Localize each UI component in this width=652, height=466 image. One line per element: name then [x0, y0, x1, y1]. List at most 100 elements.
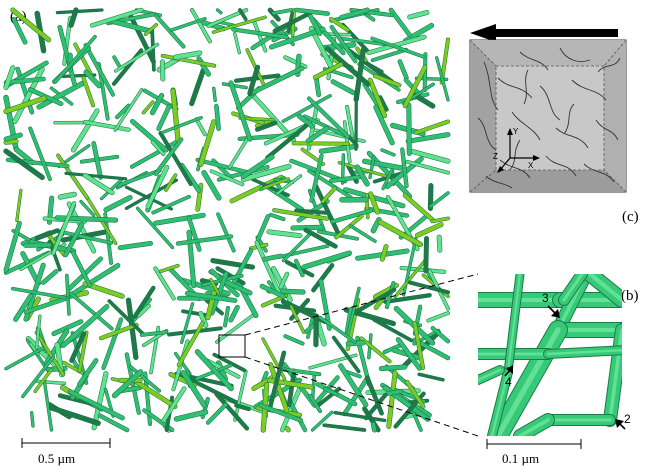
fiber: [212, 87, 217, 102]
fiber: [371, 217, 382, 233]
fiber: [112, 55, 122, 70]
box-schematic: [469, 24, 627, 193]
fiber: [414, 119, 450, 135]
fiber: [133, 286, 156, 319]
fiber: [151, 140, 165, 156]
fiber: [346, 287, 361, 337]
fiber: [331, 79, 356, 95]
fiber: [128, 13, 156, 64]
fiber: [223, 306, 230, 327]
fiber: [252, 20, 267, 53]
fiber: [354, 47, 366, 102]
fiber: [371, 48, 408, 62]
fiber: [378, 220, 423, 247]
fiber: [241, 164, 291, 182]
marker-arrow-4: [504, 365, 513, 377]
marker-label-4: 4: [505, 375, 512, 389]
fiber: [3, 96, 47, 114]
fiber: [11, 287, 67, 299]
fiber: [233, 32, 241, 54]
fiber: [410, 408, 423, 432]
fiber: [198, 311, 208, 328]
fiber: [35, 331, 65, 376]
fiber: [248, 66, 305, 96]
fiber: [170, 17, 207, 32]
fiber: [330, 209, 373, 224]
zoom-fiber-highlight: [518, 418, 550, 436]
fiber: [196, 158, 252, 175]
axis-label-y: Y: [513, 127, 519, 136]
fiber: [303, 228, 338, 249]
fiber: [195, 349, 234, 391]
fiber: [334, 214, 364, 239]
fiber: [258, 403, 303, 423]
fiber: [269, 213, 285, 221]
fiber: [173, 50, 202, 60]
fiber: [269, 27, 326, 50]
fiber: [380, 244, 389, 262]
fiber: [282, 233, 311, 262]
fiber: [429, 191, 450, 208]
fiber: [368, 78, 387, 118]
fiber: [153, 266, 176, 300]
fiber: [339, 8, 370, 20]
fiber: [30, 411, 35, 428]
fiber: [174, 409, 208, 422]
fiber: [158, 131, 193, 186]
zoom-connector-top: [244, 273, 479, 336]
fiber: [338, 363, 368, 407]
fiber: [266, 229, 302, 238]
fiber: [36, 81, 85, 110]
fiber: [69, 292, 114, 331]
fiber: [73, 43, 94, 78]
fiber: [54, 35, 97, 84]
fiber: [15, 189, 22, 222]
marker-arrow-2: [615, 419, 626, 430]
fiber: [308, 394, 322, 413]
fiber: [77, 358, 98, 387]
fiber: [210, 258, 255, 270]
fiber: [355, 164, 370, 187]
fiber: [417, 373, 445, 382]
fiber: [415, 222, 444, 238]
fiber: [251, 373, 279, 391]
fiber: [24, 296, 69, 314]
fiber: [129, 365, 161, 393]
fiber: [406, 132, 450, 144]
fiber: [64, 172, 127, 180]
fiber: [146, 165, 169, 209]
fiber: [190, 378, 238, 404]
fiber: [319, 144, 359, 154]
fiber: [309, 154, 324, 203]
fiber: [179, 163, 201, 193]
fiber: [435, 56, 450, 102]
fiber: [69, 331, 86, 363]
fiber: [113, 88, 143, 132]
zoom-fiber-highlight: [587, 274, 622, 303]
fiber: [78, 331, 88, 373]
fiber: [394, 257, 429, 298]
fiber: [365, 375, 384, 416]
fiber: [381, 168, 394, 190]
fiber: [311, 263, 334, 292]
zoom-connector-bottom: [244, 356, 479, 437]
fiber: [413, 321, 425, 370]
fiber: [260, 284, 286, 299]
fiber: [396, 337, 422, 371]
fiber: [346, 298, 360, 351]
fiber: [322, 423, 366, 432]
fiber: [216, 8, 223, 14]
fiber: [371, 422, 377, 432]
fiber: [112, 369, 143, 398]
fiber: [365, 62, 384, 74]
fiber: [49, 405, 101, 426]
fiber: [234, 73, 281, 83]
fiber: [154, 14, 185, 48]
fiber: [311, 411, 333, 432]
fiber: [334, 411, 386, 422]
fiber: [63, 222, 84, 257]
fiber: [282, 94, 332, 123]
fiber: [241, 154, 275, 179]
fiber: [118, 241, 153, 250]
fiber: [314, 184, 341, 236]
